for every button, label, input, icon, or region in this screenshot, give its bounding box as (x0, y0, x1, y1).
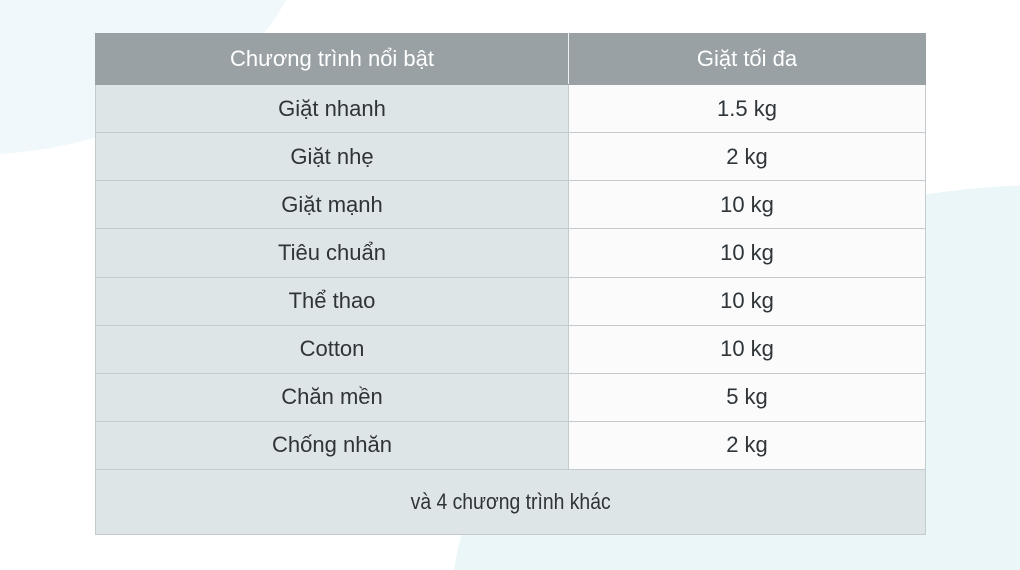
table-row: Chăn mền 5 kg (95, 372, 926, 422)
capacity-cell: 10 kg (568, 180, 926, 230)
table-header-row: Chương trình nổi bật Giặt tối đa (95, 33, 926, 85)
program-cell: Cotton (95, 324, 569, 374)
table-body: Giặt nhanh 1.5 kg Giặt nhẹ 2 kg Giặt mạnh 10 … (95, 83, 926, 471)
footer-cell: và 4 chương trình khác (95, 469, 926, 535)
program-cell: Giặt nhanh (95, 83, 569, 134)
program-cell: Chống nhăn (95, 420, 569, 471)
capacity-cell: 10 kg (568, 228, 926, 278)
program-cell: Tiêu chuẩn (95, 228, 569, 278)
table-row: Giặt nhẹ 2 kg (95, 132, 926, 182)
capacity-cell: 5 kg (568, 372, 926, 422)
program-spec-table: Chương trình nổi bật Giặt tối đa Giặt nh… (95, 33, 926, 535)
table-row: Cotton 10 kg (95, 324, 926, 374)
capacity-cell: 10 kg (568, 276, 926, 326)
program-cell: Chăn mền (95, 372, 569, 422)
program-cell: Thể thao (95, 276, 569, 326)
table-row: Giặt nhanh 1.5 kg (95, 83, 926, 134)
capacity-cell: 10 kg (568, 324, 926, 374)
footer-more-programs-label: và 4 chương trình khác (410, 489, 611, 514)
table-row: Giặt mạnh 10 kg (95, 180, 926, 230)
header-program-column: Chương trình nổi bật (95, 33, 569, 85)
capacity-cell: 2 kg (568, 420, 926, 471)
table-row: Thể thao 10 kg (95, 276, 926, 326)
capacity-cell: 2 kg (568, 132, 926, 182)
table-row: Tiêu chuẩn 10 kg (95, 228, 926, 278)
header-capacity-column: Giặt tối đa (568, 33, 926, 85)
program-cell: Giặt mạnh (95, 180, 569, 230)
table-footer-row: và 4 chương trình khác (95, 469, 926, 535)
program-cell: Giặt nhẹ (95, 132, 569, 182)
capacity-cell: 1.5 kg (568, 83, 926, 134)
table-row: Chống nhăn 2 kg (95, 420, 926, 471)
